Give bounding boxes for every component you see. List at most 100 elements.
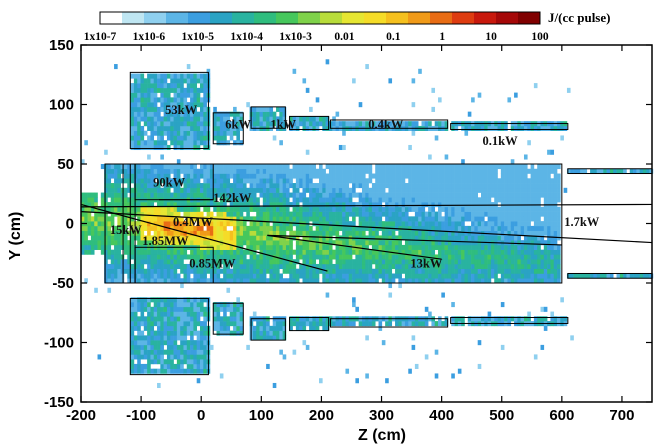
heatmap-cell (474, 244, 478, 250)
heatmap-cell (180, 297, 184, 303)
heatmap-cell (186, 121, 191, 127)
heatmap-cell (180, 125, 184, 131)
heatmap-cell (299, 197, 303, 203)
heatmap-cell (153, 83, 158, 89)
heatmap-cell (147, 363, 151, 369)
heatmap-cell (203, 164, 207, 170)
heatmap-cell (553, 164, 558, 170)
heatmap-cell (173, 316, 178, 322)
heatmap-cell (276, 321, 280, 327)
heatmap-cell (226, 216, 231, 222)
heatmap-cell (408, 268, 412, 274)
heatmap-cell (150, 330, 155, 336)
heatmap-cell (249, 254, 254, 260)
heatmap-cell (408, 178, 412, 184)
heatmap-cell (550, 311, 555, 317)
heatmap-cell (180, 254, 184, 260)
heatmap-cell (302, 316, 307, 322)
heatmap-cell (411, 178, 416, 184)
heatmap-cell (289, 125, 293, 131)
heatmap-cell (543, 306, 548, 312)
heatmap-cell (157, 230, 161, 236)
heatmap-cell (276, 178, 280, 184)
heatmap-cell (163, 225, 168, 231)
heatmap-cell (130, 92, 135, 98)
heatmap-cell (209, 173, 214, 179)
heatmap-cell (295, 216, 300, 222)
heatmap-cell (130, 173, 135, 179)
heatmap-cell (428, 311, 432, 317)
heatmap-cell (206, 259, 211, 265)
heatmap-cell (153, 278, 158, 284)
heatmap-cell (233, 206, 237, 212)
heatmap-cell (130, 297, 135, 303)
colorbar-swatch (452, 12, 475, 24)
heatmap-cell (252, 206, 257, 212)
heatmap-cell (557, 178, 561, 184)
heatmap-cell (90, 249, 95, 255)
heatmap-cell (335, 211, 340, 217)
heatmap-cell (285, 187, 290, 193)
heatmap-cell (547, 197, 551, 203)
heatmap-cell (183, 202, 188, 208)
heatmap-cell (262, 263, 267, 270)
heatmap-cell (494, 263, 498, 270)
heatmap-cell (216, 168, 221, 174)
heatmap-cell (444, 168, 449, 174)
heatmap-cell (173, 130, 178, 136)
heatmap-cell (319, 216, 323, 222)
heatmap-cell (315, 235, 320, 241)
heatmap-cell (514, 187, 518, 193)
heatmap-cell (428, 197, 432, 203)
heatmap-cell (553, 183, 558, 189)
heatmap-cell (190, 183, 194, 189)
heatmap-cell (163, 368, 168, 374)
heatmap-cell (157, 135, 161, 141)
heatmap-cell (160, 135, 164, 141)
heatmap-cell (166, 116, 171, 122)
heatmap-cell (196, 102, 201, 108)
heatmap-cell (163, 130, 168, 136)
heatmap-cell (206, 192, 211, 198)
heatmap-cell (133, 316, 138, 322)
heatmap-cell (477, 244, 482, 250)
heatmap-cell (550, 259, 555, 265)
heatmap-cell (527, 197, 531, 203)
heatmap-cell (305, 268, 310, 274)
heatmap-cell (325, 259, 330, 265)
heatmap-cell (338, 278, 343, 284)
heatmap-cell (176, 206, 181, 212)
heatmap-cell (309, 316, 313, 322)
heatmap-cell (345, 206, 350, 212)
heatmap-cell (259, 192, 264, 198)
heatmap-cell (451, 263, 455, 270)
heatmap-cell (110, 268, 115, 274)
heatmap-cell (428, 183, 432, 189)
heatmap-cell (375, 225, 379, 231)
heatmap-cell (233, 254, 237, 260)
heatmap-cell (90, 244, 95, 250)
heatmap-cell (414, 254, 419, 260)
heatmap-cell (173, 83, 178, 89)
heatmap-cell (603, 168, 607, 174)
heatmap-cell (299, 168, 303, 174)
heatmap-cell (81, 235, 85, 241)
heatmap-cell (259, 263, 264, 270)
heatmap-cell (246, 259, 250, 265)
heatmap-cell (137, 325, 141, 331)
heatmap-cell (282, 206, 287, 212)
heatmap-cell (325, 125, 330, 131)
heatmap-cell (312, 173, 317, 179)
heatmap-cell (166, 121, 171, 127)
heatmap-cell (365, 278, 369, 284)
heatmap-cell (196, 121, 201, 127)
heatmap-cell (523, 268, 528, 274)
heatmap-cell (305, 202, 310, 208)
colorbar-swatch (100, 12, 123, 24)
heatmap-cell (166, 102, 171, 108)
heatmap-cell (322, 216, 326, 222)
heatmap-cell (338, 187, 343, 193)
heatmap-cell (514, 273, 518, 279)
heatmap-cell (259, 249, 264, 255)
heatmap-cell (262, 216, 267, 222)
